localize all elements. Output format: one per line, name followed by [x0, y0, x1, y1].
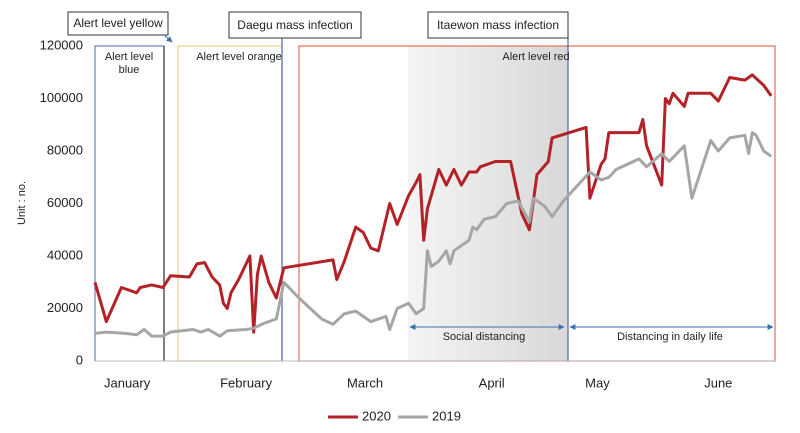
x-tick-label: May	[585, 375, 610, 390]
x-tick-label: February	[220, 375, 273, 390]
arrow	[163, 34, 173, 43]
orange-region	[177, 45, 283, 362]
y-tick-label: 40000	[47, 247, 83, 262]
x-tick-label: March	[347, 375, 383, 390]
label-box	[228, 11, 362, 39]
y-tick-label: 80000	[47, 142, 83, 157]
series-line	[93, 73, 773, 334]
x-tick-label: April	[479, 375, 505, 390]
label-box	[427, 11, 569, 39]
annotation: Distancing in daily life	[617, 331, 723, 343]
annotation: Alert level orange	[196, 51, 282, 63]
label-box	[67, 11, 169, 36]
shaded-period	[408, 46, 568, 361]
legend-label: 2019	[432, 408, 461, 423]
y-tick-label: 0	[76, 352, 83, 367]
y-axis-label: Unit : no.	[16, 181, 28, 225]
y-tick-label: 60000	[47, 195, 83, 210]
x-tick-label: January	[104, 375, 151, 390]
y-tick-label: 100000	[40, 90, 83, 105]
annotation: Daegu mass infection	[237, 18, 352, 32]
annotation: blue	[119, 64, 140, 76]
legend-label: 2020	[362, 408, 391, 423]
annotation: Itaewon mass infection	[437, 18, 559, 32]
annotation: Alert level red	[502, 51, 569, 63]
annotation: Alert level	[105, 51, 153, 63]
y-tick-label: 120000	[40, 37, 83, 52]
series-line	[94, 131, 773, 338]
x-tick-label: June	[704, 375, 732, 390]
y-tick-label: 20000	[47, 300, 83, 315]
annotation: Alert level yellow	[73, 16, 163, 30]
annotation: Social distancing	[443, 331, 526, 343]
